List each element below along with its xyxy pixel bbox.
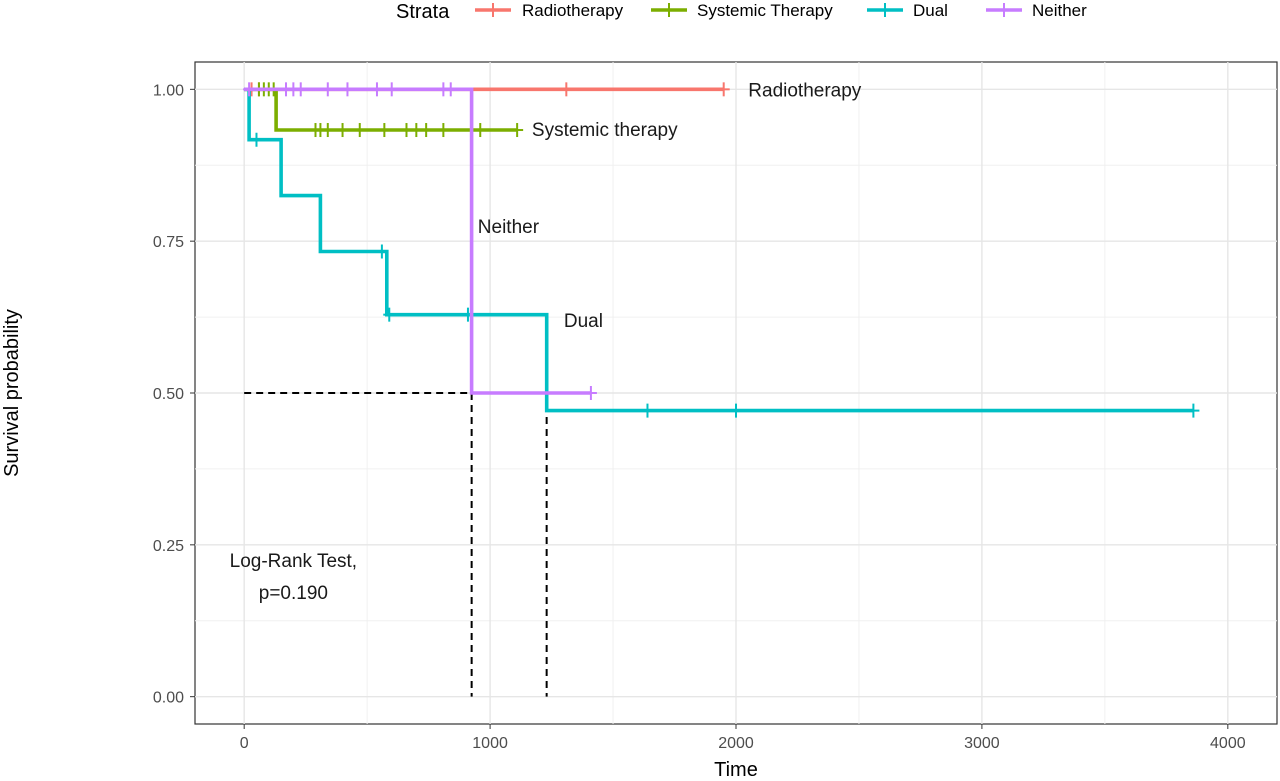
legend-label: Neither: [1032, 1, 1087, 20]
y-axis: 0.00 0.25 0.50 0.75 1.00: [153, 82, 195, 707]
series-layer: [243, 82, 1200, 418]
y-axis-title: Survival probability: [1, 309, 23, 477]
x-tick-label: 4000: [1210, 735, 1246, 752]
legend-label: Radiotherapy: [522, 1, 624, 20]
y-tick-label: 1.00: [153, 82, 184, 99]
x-axis: 0 1000 2000 3000 4000: [240, 724, 1246, 752]
series-line-dual: [244, 87, 1194, 413]
x-axis-title: Time: [714, 759, 758, 781]
legend: Strata Radiotherapy Systemic Therapy Dual N…: [396, 1, 1087, 23]
logrank-annotation-line2: p=0.190: [259, 583, 328, 604]
series-line-neither: [244, 87, 591, 395]
logrank-annotation: Log-Rank Test, p=0.190: [230, 551, 357, 604]
logrank-annotation-line1: Log-Rank Test,: [230, 551, 357, 572]
series-dual: [244, 87, 1200, 418]
series-label-systemic-therapy: Systemic therapy: [532, 120, 678, 141]
series-label-neither: Neither: [478, 217, 540, 238]
x-tick-label: 3000: [964, 735, 1000, 752]
series-label-dual: Dual: [564, 311, 603, 332]
x-tick-label: 1000: [472, 735, 508, 752]
grid: [195, 62, 1277, 724]
legend-item-radiotherapy: Radiotherapy: [475, 1, 624, 20]
x-tick-label: 2000: [718, 735, 754, 752]
legend-label: Systemic Therapy: [697, 1, 833, 20]
legend-label: Dual: [913, 1, 948, 20]
y-tick-label: 0.00: [153, 690, 184, 707]
legend-item-neither: Neither: [986, 1, 1087, 20]
y-tick-label: 0.50: [153, 386, 184, 403]
legend-title: Strata: [396, 1, 450, 23]
legend-item-dual: Dual: [867, 1, 948, 20]
legend-item-systemic-therapy: Systemic Therapy: [651, 1, 833, 20]
y-tick-label: 0.25: [153, 538, 184, 555]
series-label-radiotherapy: Radiotherapy: [748, 80, 862, 101]
y-tick-label: 0.75: [153, 234, 184, 251]
series-labels: Radiotherapy Systemic therapy Dual Neither: [478, 80, 862, 332]
series-neither: [243, 82, 597, 400]
x-tick-label: 0: [240, 735, 249, 752]
